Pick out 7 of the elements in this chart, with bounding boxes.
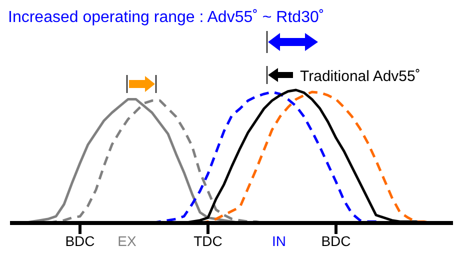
x-tick-label: BDC [321,233,351,249]
x-tick-label: BDC [65,233,95,249]
text: IN [272,233,286,249]
text: EX [118,233,137,249]
x-tick-label: TDC [194,233,222,249]
chart-title: Increased operating range : Adv55˚ ~ Rtd30˚ [8,9,324,26]
text: Traditional Adv55˚ [300,68,420,85]
